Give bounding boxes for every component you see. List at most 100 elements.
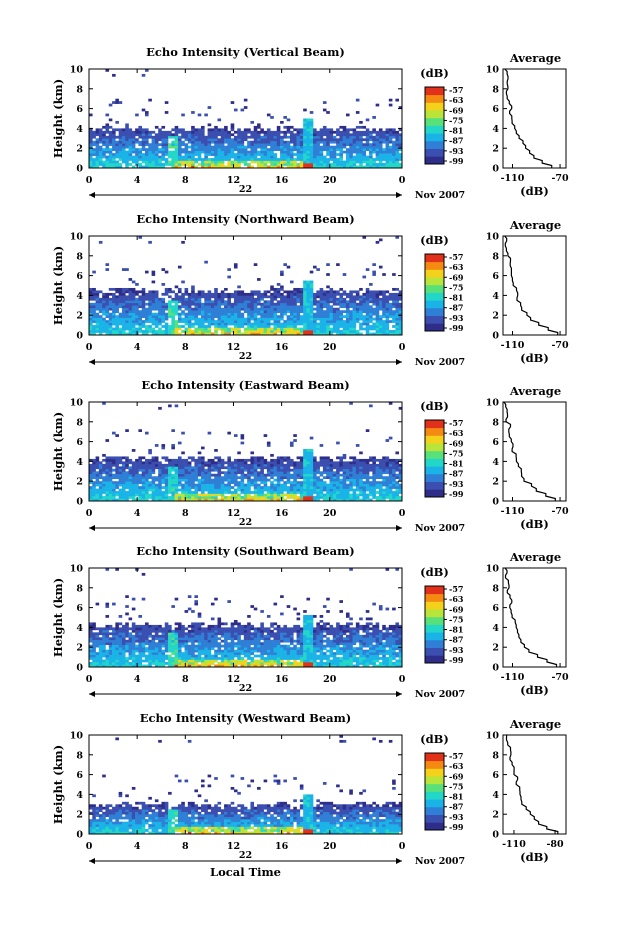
heatmap-cell [240,150,245,154]
heatmap-cell [151,307,156,311]
heatmap-cell [197,150,202,154]
heatmap-cell [89,473,93,477]
heatmap-cell [243,130,248,134]
heatmap-cell [95,148,100,151]
heatmap-cell [260,327,264,331]
heatmap-cell [105,624,110,628]
heatmap-cell [181,302,185,306]
heatmap-cell [369,476,373,480]
heatmap-cell [365,133,370,137]
heatmap-cell [345,138,350,142]
heatmap-cell [115,434,119,437]
heatmap-cell [151,330,156,333]
heatmap-cell [191,476,195,480]
heatmap-cell [303,135,307,139]
heatmap-cell [303,317,307,321]
heatmap-cell [201,315,205,318]
heatmap-cell [207,128,212,132]
heatmap-cell [194,327,199,331]
heatmap-cell [332,290,337,294]
heatmap-cell [392,491,396,494]
heatmap-cell [372,458,376,462]
heatmap-cell [158,496,162,499]
heatmap-cell [118,468,123,472]
heatmap-cell [121,138,126,142]
heatmap-cell [392,297,396,301]
heatmap-cell [339,145,343,149]
heatmap-cell [289,140,294,144]
heatmap-cell [98,155,103,159]
heatmap-cell [289,444,294,447]
heatmap-cell [174,125,179,129]
heatmap-cell [372,317,376,321]
heatmap-cell [224,483,228,487]
heatmap-cell [131,300,136,304]
heatmap-cell [385,478,390,482]
heatmap-cell [217,163,222,166]
heatmap-cell [233,140,238,144]
heatmap-cell [125,496,129,499]
heatmap-cell [250,496,255,499]
heatmap-cell [306,496,311,499]
heatmap-cell [194,498,199,502]
heatmap-cell [237,476,241,480]
heatmap-cell [207,130,212,134]
heatmap-cell [375,473,380,477]
heatmap-cell [230,153,235,156]
heatmap-cell [121,486,126,489]
heatmap-cell [177,160,182,164]
heatmap-cell [240,483,245,487]
heatmap-cell [164,130,169,134]
heatmap-cell [349,153,353,156]
heatmap-cell [306,322,311,326]
heatmap-cell [299,138,304,142]
heatmap-cell [121,135,126,139]
heatmap-cell [194,165,199,169]
heatmap-cell [359,307,363,311]
heatmap-cell [355,150,360,154]
heatmap-cell [398,163,403,166]
heatmap-cell [313,148,317,151]
heatmap-cell [194,160,199,164]
heatmap-cell [145,69,149,72]
heatmap-cell [217,468,222,472]
heatmap-cell [207,478,212,482]
heatmap-cell [362,491,367,494]
heatmap-cell [293,466,297,470]
heatmap-cell [378,155,383,159]
heatmap-cell [313,160,317,164]
heatmap-cell [131,140,136,144]
heatmap-cell [105,320,110,323]
heatmap-cell [161,133,166,137]
heatmap-cell [398,332,403,336]
heatmap-cell [95,632,100,636]
heatmap-cell [345,165,350,169]
heatmap-cell [319,305,324,309]
heatmap-cell [138,305,143,309]
heatmap-cell [395,160,399,164]
heatmap-cell [322,481,327,484]
heatmap-cell [89,315,93,318]
heatmap-cell [207,493,212,497]
heatmap-cell [332,148,337,151]
heatmap-cell [352,312,357,316]
heatmap-cell [309,466,314,470]
heatmap-cell [369,312,373,316]
heatmap-cell [121,312,126,316]
heatmap-cell [260,153,264,156]
heatmap-cell [299,491,304,494]
heatmap-cell [303,449,307,452]
heatmap-cell [210,145,215,149]
heatmap-cell [197,312,202,316]
heatmap-cell [128,320,133,323]
heatmap-cell [187,310,192,314]
heatmap-cell [92,330,96,333]
heatmap-cell [388,461,393,465]
heatmap-cell [247,468,251,472]
heatmap-cell [303,128,307,132]
heatmap-cell [191,145,195,149]
heatmap-cell [313,297,317,301]
heatmap-cell [158,468,162,472]
heatmap-cell [98,153,103,156]
heatmap-cell [306,163,311,166]
